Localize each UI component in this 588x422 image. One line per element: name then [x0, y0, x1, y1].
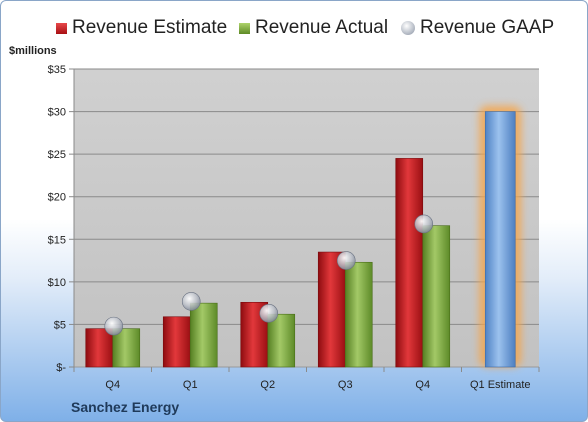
bar-revenue-actual — [189, 302, 218, 368]
x-tick-label: Q1 — [183, 379, 198, 391]
company-name: Sanchez Energy — [71, 399, 180, 415]
bar-revenue-actual — [112, 328, 141, 368]
x-tick-label: Q2 — [260, 379, 275, 391]
bar-revenue-actual — [344, 261, 373, 368]
bar-revenue-estimate — [317, 251, 346, 368]
legend-swatch-gaap — [401, 21, 415, 35]
x-tick-label: Q3 — [338, 379, 353, 391]
y-tick-label: $- — [56, 362, 66, 374]
legend-label-estimate: Revenue Estimate — [72, 17, 228, 38]
y-tick-label: $10 — [48, 277, 66, 289]
legend-item-actual: Revenue Actual — [239, 17, 388, 39]
bar-revenue-estimate — [395, 158, 424, 368]
bar-revenue-estimate — [162, 316, 191, 368]
legend-label-gaap: Revenue GAAP — [420, 17, 555, 38]
bar-revenue-actual — [422, 225, 451, 368]
legend-item-gaap: Revenue GAAP — [401, 17, 554, 39]
marker-revenue-gaap — [336, 251, 356, 270]
y-tick-label: $20 — [48, 192, 66, 204]
marker-revenue-gaap — [181, 292, 201, 311]
bar-revenue-actual — [267, 313, 296, 368]
legend: Revenue Estimate Revenue Actual Revenue … — [1, 17, 587, 43]
x-tick-label: Q4 — [105, 379, 120, 391]
legend-swatch-actual — [239, 22, 250, 34]
y-tick-label: $25 — [48, 149, 66, 161]
x-tick-label: Q1 Estimate — [470, 379, 531, 391]
bar-forecast — [484, 111, 516, 368]
y-tick-label: $15 — [48, 234, 66, 246]
y-axis-unit-label: $millions — [9, 45, 57, 57]
legend-swatch-estimate — [56, 22, 67, 34]
marker-revenue-gaap — [414, 214, 434, 234]
y-tick-label: $35 — [48, 64, 66, 76]
legend-item-estimate: Revenue Estimate — [56, 17, 227, 39]
marker-revenue-gaap — [259, 304, 279, 323]
y-tick-label: $5 — [54, 319, 66, 331]
x-tick-label: Q4 — [415, 379, 430, 391]
plot-area — [74, 69, 539, 367]
marker-revenue-gaap — [104, 316, 124, 336]
legend-label-actual: Revenue Actual — [255, 17, 389, 38]
y-tick-label: $30 — [48, 107, 66, 119]
bar-revenue-estimate — [85, 328, 114, 368]
